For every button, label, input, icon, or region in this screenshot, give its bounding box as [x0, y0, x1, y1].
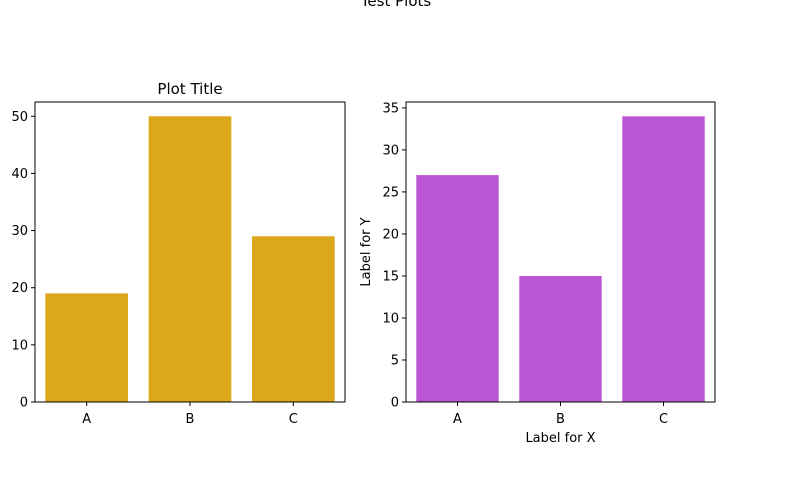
- left-ytick-label: 40: [11, 167, 28, 182]
- left-ytick-label: 0: [20, 396, 28, 411]
- right-ytick-label: 20: [382, 227, 399, 242]
- left-bar-chart: Plot Title 0 10 20 30 40 50 A B C: [11, 80, 346, 427]
- right-xtick-label: B: [556, 412, 565, 427]
- left-ytick-label: 10: [11, 338, 28, 353]
- right-ytick-label: 25: [382, 185, 399, 200]
- left-xtick-label: C: [289, 412, 298, 427]
- left-xtick-label: A: [82, 412, 91, 427]
- left-xtick-label: B: [186, 412, 195, 427]
- left-chart-title: Plot Title: [157, 80, 222, 98]
- right-chart-ylabel: Label for Y: [359, 217, 374, 286]
- right-ytick-label: 35: [382, 101, 399, 116]
- right-bar-b: [519, 275, 602, 402]
- figure-suptitle: Test Plots: [360, 0, 432, 10]
- left-bar-c: [252, 236, 335, 402]
- left-bar-b: [148, 116, 232, 403]
- right-bar-c: [622, 116, 705, 403]
- right-chart-xlabel: Label for X: [525, 431, 595, 446]
- left-bar-a: [45, 293, 129, 402]
- right-ytick-label: 0: [391, 396, 399, 411]
- right-xtick-label: C: [659, 412, 668, 427]
- left-ytick-label: 20: [11, 281, 28, 296]
- right-bar-a: [416, 175, 499, 402]
- right-bar-chart: Label for X Label for Y 0 5 10 15 20 25 30 35 A B…: [359, 101, 716, 446]
- right-ytick-label: 15: [382, 269, 399, 284]
- right-ytick-label: 30: [382, 143, 399, 158]
- right-ytick-label: 10: [382, 311, 399, 326]
- left-ytick-label: 30: [11, 224, 28, 239]
- right-ytick-label: 5: [391, 353, 399, 368]
- right-xtick-label: A: [453, 412, 462, 427]
- left-ytick-label: 50: [11, 110, 28, 125]
